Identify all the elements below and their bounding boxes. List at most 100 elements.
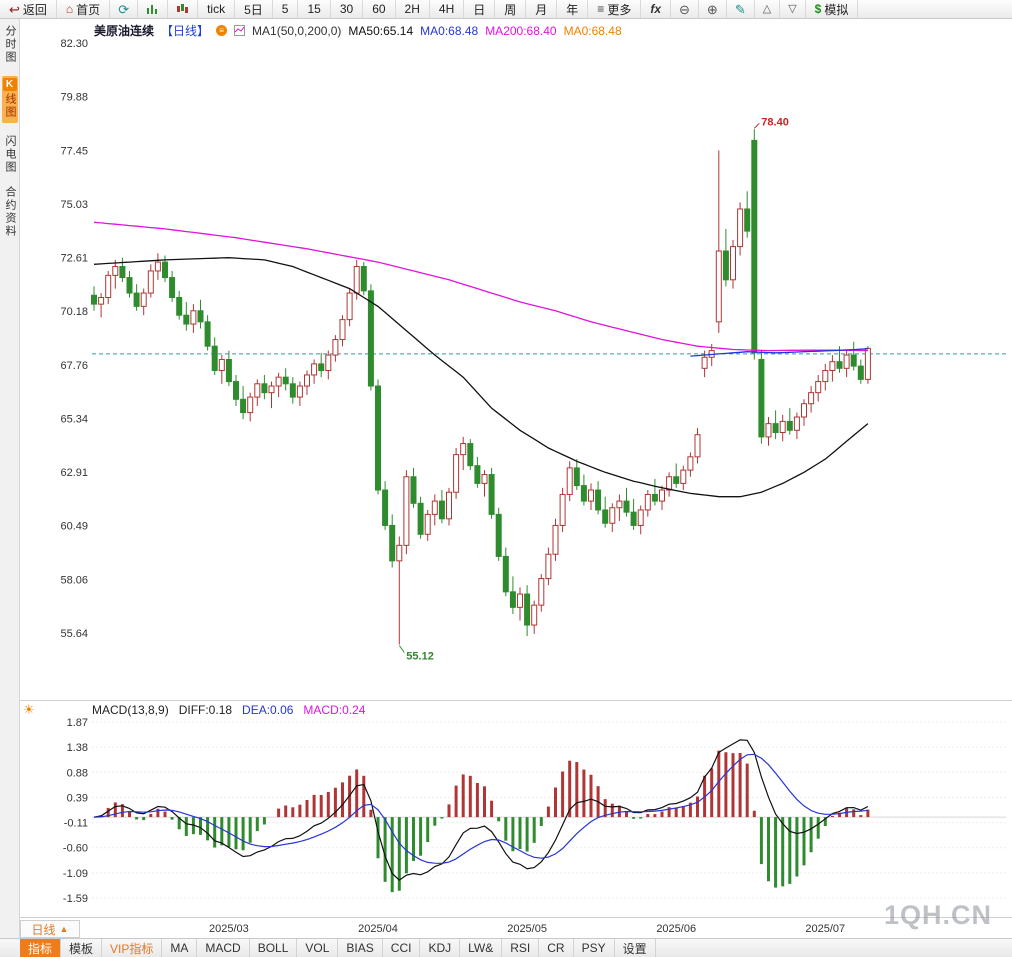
toolbar: ↩ 返回 ⌂ 首页 ⟳ tick 5日 5 15 30 60 2H 4H 日 周… — [0, 0, 1012, 19]
tab-rsi[interactable]: RSI — [502, 939, 540, 957]
zoom-out-icon: ⊖ — [679, 1, 690, 17]
svg-text:72.61: 72.61 — [60, 253, 88, 265]
svg-text:0.39: 0.39 — [67, 792, 88, 804]
macd-params-label: MACD(13,8,9) — [92, 703, 169, 717]
simulate-trade-button[interactable]: $ 模拟 — [806, 0, 859, 18]
watermark: 1QH.CN — [883, 900, 992, 930]
back-button[interactable]: ↩ 返回 — [0, 0, 57, 18]
tab-bias[interactable]: BIAS — [338, 939, 383, 957]
tab-indicator[interactable]: 指标 — [20, 939, 62, 957]
period-month-button[interactable]: 月 — [526, 0, 558, 18]
svg-text:2025/07: 2025/07 — [805, 923, 845, 935]
expand-down-button[interactable]: ▽ — [780, 0, 806, 18]
period-selector-label: 日线 — [31, 922, 56, 937]
sidebar-item-kline-chart[interactable]: K 线图 — [1, 76, 18, 123]
macd-macd-value: MACD:0.24 — [303, 703, 366, 717]
period-4h-button[interactable]: 4H — [430, 0, 465, 18]
indicator-sun-icon[interactable]: ☀ — [23, 702, 35, 717]
date-axis-labels: 2025/03 2025/04 2025/05 2025/06 2025/07 — [209, 923, 845, 935]
sidebar-item-contract-info[interactable]: 合约资料 — [4, 186, 16, 238]
svg-text:2025/04: 2025/04 — [358, 923, 398, 935]
period-week-button[interactable]: 周 — [495, 0, 527, 18]
tab-vip-indicator[interactable]: VIP指标 — [102, 939, 163, 957]
svg-text:2025/03: 2025/03 — [209, 923, 249, 935]
ma-lines-layer — [93, 221, 869, 498]
candles-layer — [91, 129, 871, 645]
chart-options-icon[interactable]: ≡ — [216, 25, 228, 36]
symbol-name: 美原油连续 — [94, 24, 155, 38]
ma0-blue-value: MA0:68.48 — [420, 23, 479, 38]
sidebar-item-time-chart[interactable]: 分时图 — [4, 25, 16, 64]
kline-bars-icon — [176, 3, 189, 16]
svg-text:1.38: 1.38 — [67, 742, 88, 754]
svg-text:0.88: 0.88 — [67, 767, 88, 779]
tab-template[interactable]: 模板 — [61, 939, 103, 957]
period-60min-button[interactable]: 60 — [363, 0, 396, 18]
period-5min-button[interactable]: 5 — [273, 0, 299, 18]
tab-settings[interactable]: 设置 — [615, 939, 656, 957]
more-label: 更多 — [607, 2, 632, 17]
svg-text:55.64: 55.64 — [60, 628, 88, 640]
svg-text:77.45: 77.45 — [60, 145, 88, 157]
svg-text:79.88: 79.88 — [60, 92, 88, 104]
tab-psy[interactable]: PSY — [574, 939, 615, 957]
home-icon: ⌂ — [65, 2, 74, 16]
period-year-button[interactable]: 年 — [557, 0, 589, 18]
annotations-layer: 78.40 55.12 — [398, 116, 789, 663]
period-30min-button[interactable]: 30 — [331, 0, 364, 18]
indicator-tabbar: 指标 模板 VIP指标 MA MACD BOLL VOL BIAS CCI KD… — [0, 938, 1012, 957]
volume-chart-button[interactable] — [138, 0, 169, 18]
zoom-in-button[interactable]: ⊕ — [699, 0, 727, 18]
formula-button[interactable]: fx — [641, 0, 671, 18]
expand-up-button[interactable]: △ — [755, 0, 781, 18]
kline-label: 线图 — [4, 93, 16, 119]
period-2h-button[interactable]: 2H — [396, 0, 430, 18]
svg-text:58.06: 58.06 — [60, 574, 88, 586]
period-selector[interactable]: 日线 ▲ — [20, 920, 80, 938]
period-15min-button[interactable]: 15 — [298, 0, 331, 18]
period-5day-button[interactable]: 5日 — [235, 0, 273, 18]
ma0-orange-value: MA0:68.48 — [563, 23, 622, 38]
svg-text:2025/06: 2025/06 — [656, 923, 696, 935]
draw-button[interactable]: ✎ — [727, 0, 755, 18]
sidebar-item-lightning-chart[interactable]: 闪电图 — [4, 135, 16, 174]
macd-header-row: MACD(13,8,9) DIFF:0.18 DEA:0.06 MACD:0.2… — [92, 703, 365, 717]
period-tick-button[interactable]: tick — [198, 0, 236, 18]
zoom-in-icon: ⊕ — [706, 1, 718, 17]
pencil-icon: ✎ — [734, 1, 746, 17]
ma-group-label: MA1(50,0,200,0) — [252, 23, 342, 38]
price-axis-labels: 82.30 79.88 77.45 75.03 72.61 70.18 67.76 65.34… — [60, 38, 88, 640]
chart-title-row: 美原油连续 【日线】 ≡ MA1(50,0,200,0) MA50:65.14 … — [94, 23, 622, 39]
tab-lw[interactable]: LW& — [460, 939, 503, 957]
volume-bars-icon — [146, 3, 159, 16]
tab-cci[interactable]: CCI — [383, 939, 421, 957]
ma200-value: MA200:68.40 — [485, 23, 557, 38]
tab-boll[interactable]: BOLL — [250, 939, 298, 957]
svg-text:75.03: 75.03 — [60, 199, 88, 211]
simulate-label: 模拟 — [824, 2, 849, 17]
tab-cr[interactable]: CR — [539, 939, 574, 957]
svg-text:-1.59: -1.59 — [63, 893, 88, 905]
back-label: 返回 — [22, 2, 47, 17]
panel-separators — [20, 700, 1012, 918]
refresh-button[interactable]: ⟳ — [110, 0, 139, 18]
tab-kdj[interactable]: KDJ — [420, 939, 461, 957]
period-tag: 【日线】 — [161, 24, 210, 38]
ma-settings-icon[interactable] — [234, 25, 246, 36]
zoom-out-button[interactable]: ⊖ — [671, 0, 699, 18]
refresh-icon: ⟳ — [118, 1, 130, 17]
svg-text:-0.11: -0.11 — [64, 818, 88, 830]
period-day-button[interactable]: 日 — [464, 0, 496, 18]
tab-ma[interactable]: MA — [162, 939, 198, 957]
more-button[interactable]: ≡ 更多 — [588, 0, 642, 18]
back-icon: ↩ — [9, 1, 20, 17]
svg-text:62.91: 62.91 — [60, 467, 88, 479]
svg-text:82.30: 82.30 — [60, 38, 88, 50]
fx-icon: fx — [650, 2, 661, 16]
tab-macd[interactable]: MACD — [197, 939, 250, 957]
macd-dea-value: DEA:0.06 — [242, 703, 294, 717]
kline-chart-button[interactable] — [168, 0, 199, 18]
home-button[interactable]: ⌂ 首页 — [57, 0, 111, 18]
tab-vol[interactable]: VOL — [297, 939, 339, 957]
